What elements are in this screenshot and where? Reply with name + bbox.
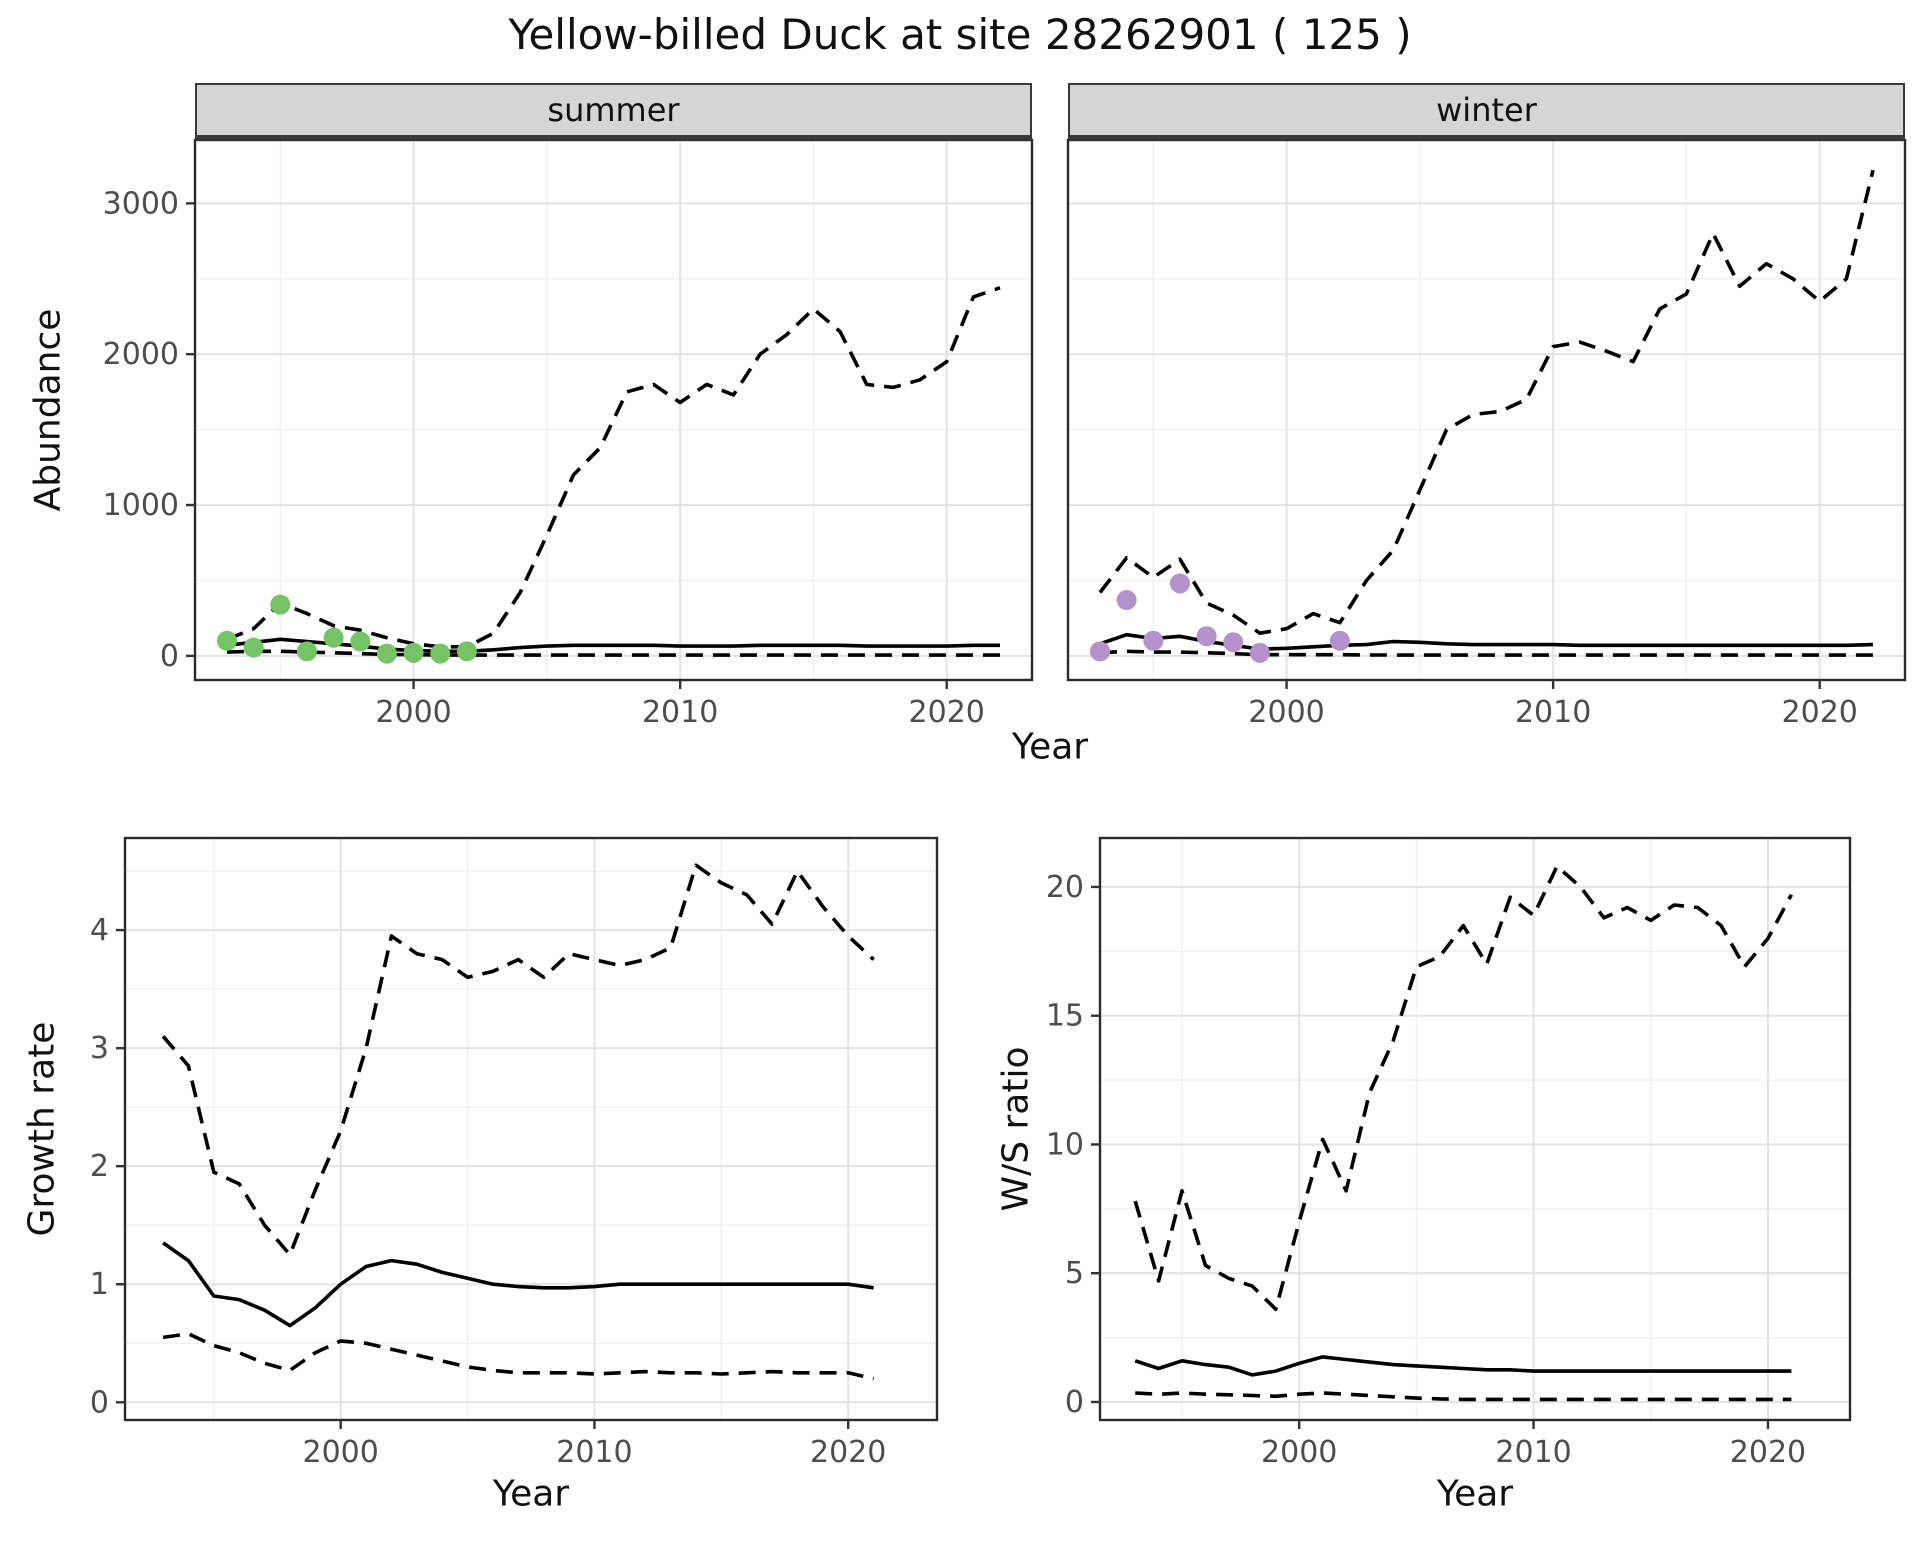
svg-text:0: 0: [160, 639, 179, 674]
svg-text:20: 20: [1046, 870, 1084, 905]
svg-text:0: 0: [90, 1385, 109, 1420]
svg-text:2000: 2000: [303, 1435, 379, 1470]
facet-strip-summer: summer: [195, 83, 1032, 140]
svg-text:2000: 2000: [1248, 695, 1324, 730]
svg-text:0: 0: [1065, 1385, 1084, 1420]
svg-text:5: 5: [1065, 1256, 1084, 1291]
top-year-axis-title: Year: [1011, 726, 1089, 768]
svg-text:2010: 2010: [1495, 1435, 1571, 1470]
growth-year-axis-title: Year: [492, 1473, 570, 1515]
facet-strip-winter: winter: [1068, 83, 1905, 140]
svg-text:2010: 2010: [556, 1435, 632, 1470]
svg-text:2020: 2020: [1730, 1435, 1806, 1470]
svg-text:2000: 2000: [103, 337, 179, 372]
svg-text:2020: 2020: [1782, 695, 1858, 730]
svg-text:3000: 3000: [103, 186, 179, 221]
chart-title: Yellow-billed Duck at site 28262901 ( 12…: [508, 10, 1412, 59]
svg-text:2020: 2020: [810, 1435, 886, 1470]
svg-text:2000: 2000: [1261, 1435, 1337, 1470]
ws-ratio-axis-title: W/S ratio: [995, 1046, 1037, 1212]
svg-text:3: 3: [90, 1031, 109, 1066]
svg-text:15: 15: [1046, 999, 1084, 1034]
svg-text:2020: 2020: [909, 695, 985, 730]
facet-strip-summer-label: summer: [547, 91, 680, 129]
abundance-axis-title: Abundance: [27, 308, 69, 512]
svg-text:2010: 2010: [642, 695, 718, 730]
svg-text:10: 10: [1046, 1127, 1084, 1162]
svg-text:4: 4: [90, 913, 109, 948]
facet-strip-winter-label: winter: [1436, 91, 1537, 129]
svg-text:2: 2: [90, 1149, 109, 1184]
svg-text:1000: 1000: [103, 488, 179, 523]
ws-year-axis-title: Year: [1436, 1473, 1514, 1515]
svg-text:1: 1: [90, 1267, 109, 1302]
growth-rate-axis-title: Growth rate: [21, 1021, 63, 1237]
svg-text:2010: 2010: [1515, 695, 1591, 730]
svg-text:2000: 2000: [375, 695, 451, 730]
